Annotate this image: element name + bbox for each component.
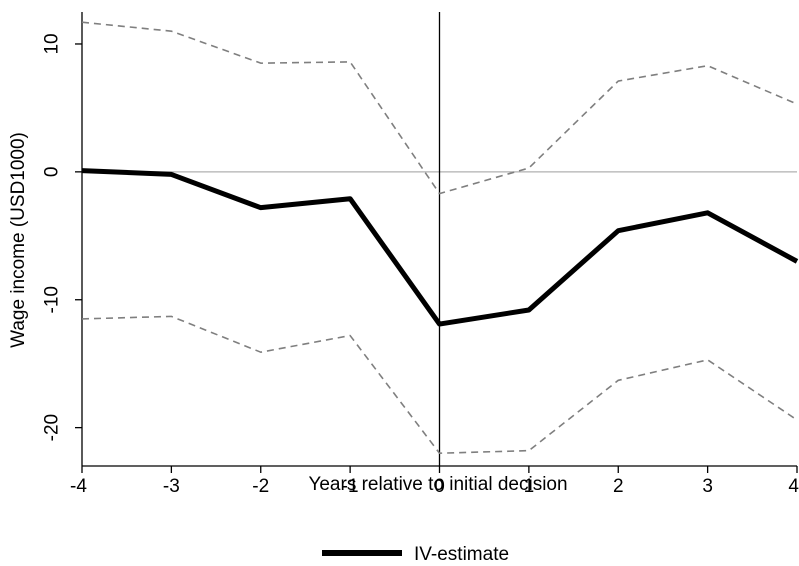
lower-confidence-bound-line — [81, 315, 798, 455]
x-tick-label: 3 — [702, 476, 713, 497]
x-tick-label: -3 — [163, 476, 180, 497]
tick-labels: 100-10-20-4 -3 -2 -1 0 1 2 3 4 — [42, 33, 799, 497]
legend: IV-estimate — [322, 544, 509, 565]
legend-label: IV-estimate — [414, 544, 509, 565]
x-tick-label: -2 — [252, 476, 269, 497]
axes — [75, 12, 798, 473]
y-axis-title: Wage income (USD1000) — [8, 132, 29, 348]
x-tick-label: 1 — [524, 476, 535, 497]
y-tick-label: 10 — [42, 33, 63, 54]
x-tick-label: 0 — [434, 476, 445, 497]
iv-estimate-line — [81, 168, 799, 327]
x-tick-label: 4 — [788, 476, 799, 497]
series-group — [81, 21, 799, 455]
x-tick-label: 2 — [613, 476, 624, 497]
upper-confidence-bound-line — [81, 21, 798, 195]
x-axis-title: Years relative to initial decision — [308, 474, 567, 495]
y-tick-label: 0 — [42, 167, 63, 178]
x-tick-label: -1 — [342, 476, 359, 497]
x-tick-label: -4 — [70, 476, 87, 497]
y-tick-label: -20 — [42, 414, 63, 441]
reference-lines — [82, 12, 797, 466]
y-tick-label: -10 — [42, 286, 63, 313]
